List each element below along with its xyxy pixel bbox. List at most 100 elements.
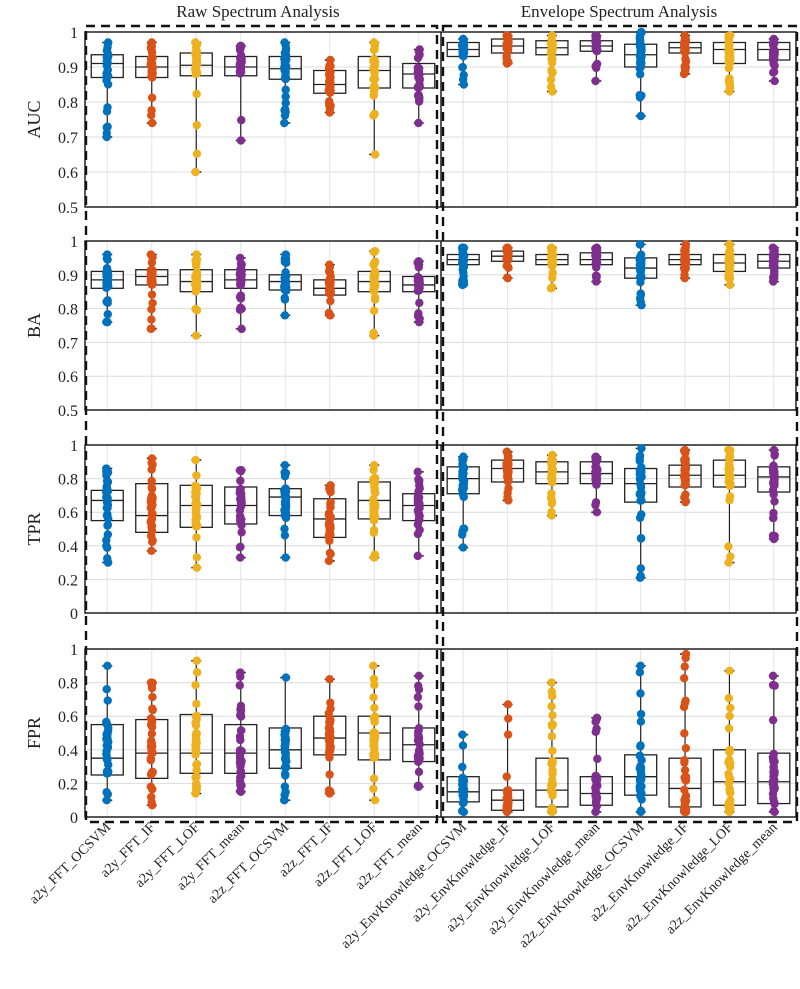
box-a2y_EnvKnowledge_OCSVM — [446, 243, 480, 290]
data-point — [725, 481, 735, 491]
data-point — [191, 721, 201, 730]
data-point — [325, 717, 334, 727]
data-point — [769, 514, 778, 523]
data-point — [281, 74, 290, 84]
data-point — [280, 524, 289, 533]
data-point — [725, 747, 734, 757]
y-tick-label: 0.4 — [58, 743, 78, 760]
box-a2z_FFT_IF — [313, 55, 347, 117]
panel-fpr: 0 0.2 0.4 0.6 0.8 1 FPR — [24, 642, 797, 827]
data-point — [191, 455, 200, 465]
data-point — [458, 75, 468, 84]
data-point — [370, 680, 379, 690]
data-point — [191, 492, 200, 501]
box-a2z_FFT_IF — [313, 260, 347, 320]
data-point — [592, 256, 601, 265]
data-point — [280, 735, 290, 744]
data-point — [770, 497, 779, 506]
data-point — [724, 778, 734, 788]
box-a2y_EnvKnowledge_mean — [579, 452, 613, 517]
data-point — [281, 673, 291, 682]
data-point — [370, 83, 380, 93]
data-point — [369, 54, 379, 64]
data-point — [548, 807, 557, 816]
data-point — [725, 804, 735, 814]
data-point — [504, 786, 513, 795]
data-point — [324, 70, 334, 80]
data-point — [280, 782, 290, 791]
data-point — [636, 480, 646, 490]
data-point — [102, 541, 111, 551]
data-point — [680, 765, 690, 775]
data-point — [103, 789, 113, 799]
data-point — [547, 678, 556, 687]
box-a2z_EnvKnowledge_IF — [668, 240, 702, 283]
data-point — [592, 508, 602, 517]
y-tick-label: 0.6 — [58, 369, 78, 386]
data-point — [326, 296, 335, 306]
data-point — [192, 553, 202, 562]
y-axis-label: AUC — [24, 100, 44, 138]
data-point — [192, 533, 201, 542]
data-point — [635, 466, 645, 475]
y-tick-label: 1 — [70, 234, 78, 251]
data-point — [148, 298, 157, 308]
data-point — [236, 542, 245, 552]
data-point — [103, 486, 113, 496]
data-point — [147, 59, 156, 69]
data-point — [724, 694, 734, 703]
data-point — [458, 741, 468, 750]
data-point — [103, 696, 112, 705]
data-point — [504, 263, 513, 273]
data-point — [591, 498, 601, 507]
data-point — [502, 56, 512, 65]
x-tick-label: a2y_FFT_OCSVM — [27, 820, 114, 907]
data-point — [192, 56, 201, 66]
data-point — [102, 268, 112, 277]
data-point — [281, 98, 290, 108]
data-point — [237, 528, 246, 537]
data-point — [192, 668, 202, 677]
box-a2y_FFT_LOF — [179, 656, 213, 798]
data-point — [459, 48, 469, 57]
data-point — [503, 251, 513, 261]
data-point — [369, 661, 378, 670]
data-point — [414, 277, 424, 287]
data-point — [236, 519, 246, 528]
box-a2y_FFT_mean — [224, 668, 258, 796]
y-tick-label: 0.5 — [58, 200, 78, 217]
data-point — [414, 263, 423, 272]
box-a2z_FFT_IF — [313, 481, 347, 566]
box-a2z_FFT_IF — [313, 675, 347, 798]
box-a2z_EnvKnowledge_LOF — [712, 666, 747, 817]
data-point — [591, 44, 600, 53]
y-tick-label: 1 — [70, 438, 78, 455]
data-point — [370, 293, 380, 302]
data-point — [370, 715, 379, 724]
data-point — [237, 115, 246, 125]
data-point — [547, 474, 556, 484]
data-point — [413, 692, 423, 702]
data-point — [237, 324, 246, 334]
data-point — [636, 56, 645, 66]
data-point — [325, 513, 334, 522]
data-point — [326, 530, 335, 539]
data-point — [681, 496, 690, 505]
data-point — [148, 742, 157, 751]
data-point — [769, 263, 779, 272]
data-point — [146, 271, 156, 280]
data-point — [235, 777, 245, 786]
data-point — [191, 47, 201, 57]
y-tick-label: 0.5 — [58, 403, 78, 420]
data-point — [548, 779, 557, 788]
data-point — [413, 467, 422, 477]
data-point — [591, 457, 601, 467]
data-point — [369, 284, 379, 293]
data-point — [325, 753, 334, 762]
box-a2z_EnvKnowledge_IF — [668, 445, 702, 507]
data-point — [503, 35, 513, 45]
box-a2z_FFT_OCSVM — [268, 673, 302, 805]
y-axis-label: TPR — [24, 512, 44, 545]
data-point — [726, 261, 735, 270]
data-point — [414, 286, 424, 295]
